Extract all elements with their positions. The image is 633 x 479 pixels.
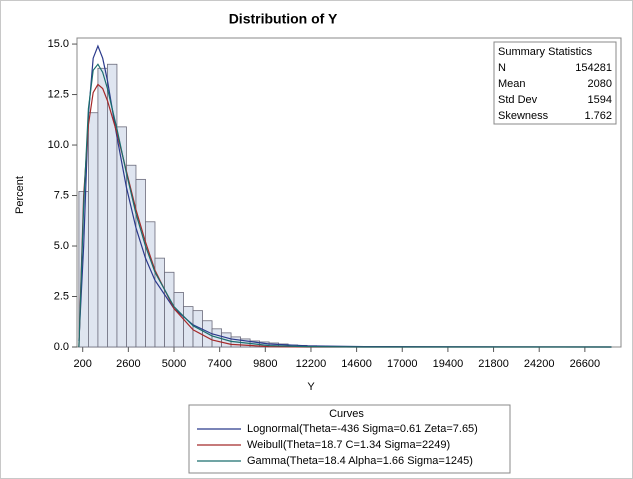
inset-label: Std Dev [498, 94, 538, 106]
bar [173, 292, 184, 348]
x-tick-label: 200 [74, 358, 92, 370]
x-tick-label: 9800 [253, 358, 277, 370]
x-axis-label: Y [307, 381, 315, 393]
legend-title: Curves [329, 408, 364, 420]
y-tick-label: 0.0 [54, 341, 69, 353]
bar [97, 67, 108, 348]
fit-curve [78, 83, 612, 348]
x-tick-label: 2600 [116, 358, 140, 370]
inset-value: 154281 [575, 62, 612, 74]
inset-title: Summary Statistics [498, 46, 593, 58]
y-tick-label: 15.0 [48, 38, 69, 50]
legend-box [188, 404, 511, 474]
y-axis-label: Percent [14, 176, 26, 214]
x-tick-label: 5000 [162, 358, 186, 370]
x-tick-label: 14600 [341, 358, 372, 370]
legend-label: Gamma(Theta=18.4 Alpha=1.66 Sigma=1245) [247, 455, 473, 467]
y-tick-label: 12.5 [48, 88, 69, 100]
bar [88, 112, 99, 348]
x-tick-label: 12200 [296, 358, 327, 370]
inset-value: 2080 [588, 78, 612, 90]
inset-label: N [498, 62, 506, 74]
x-tick-label: 26600 [570, 358, 601, 370]
chart-title: Distribution of Y [229, 11, 338, 27]
fit-curve [78, 63, 612, 348]
bar [164, 271, 175, 348]
legend-label: Weibull(Theta=18.7 C=1.34 Sigma=2249) [247, 439, 450, 451]
bar [135, 178, 146, 348]
legend-label: Lognormal(Theta=-436 Sigma=0.61 Zeta=7.6… [247, 423, 478, 435]
x-tick-label: 7400 [207, 358, 231, 370]
x-tick-label: 17000 [387, 358, 418, 370]
x-tick-label: 21800 [478, 358, 509, 370]
inset-label: Skewness [498, 110, 549, 122]
y-tick-label: 7.5 [54, 189, 69, 201]
y-tick-label: 2.5 [54, 290, 69, 302]
y-tick-label: 10.0 [48, 139, 69, 151]
bar [154, 257, 165, 348]
fit-curve [78, 44, 612, 348]
inset-value: 1594 [588, 94, 612, 106]
inset-value: 1.762 [584, 110, 612, 122]
y-tick-label: 5.0 [54, 240, 69, 252]
bar [145, 221, 156, 348]
x-tick-label: 19400 [433, 358, 464, 370]
x-tick-label: 24200 [524, 358, 555, 370]
inset-box [493, 41, 617, 125]
inset-label: Mean [498, 78, 526, 90]
bar [183, 306, 194, 348]
